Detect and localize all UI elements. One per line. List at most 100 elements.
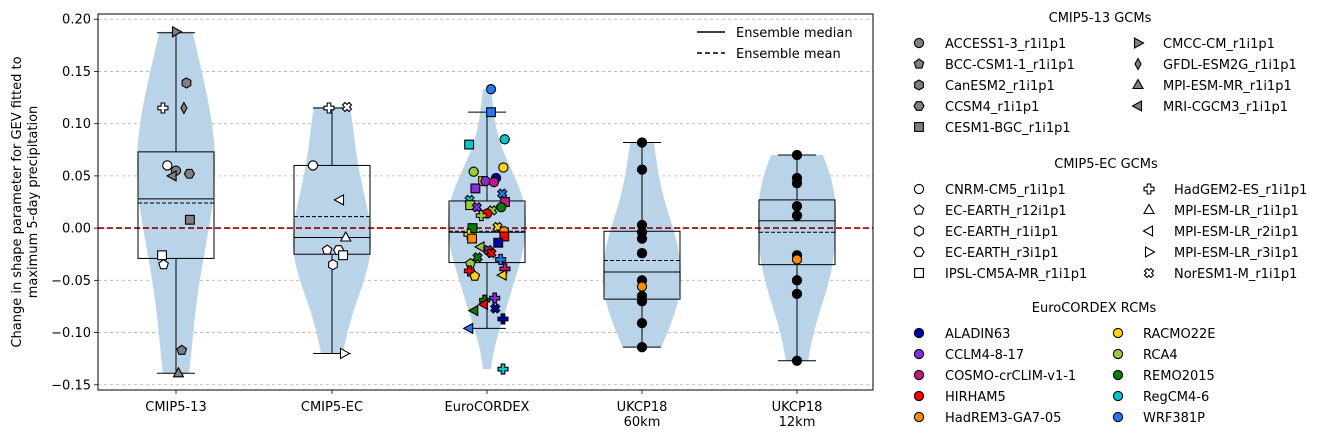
data-point — [497, 313, 509, 325]
data-point — [176, 344, 188, 355]
y-tick-label: 0.05 — [62, 169, 91, 184]
legend-marker — [913, 37, 925, 49]
legend-label: ACCESS1-3_r1i1p1 — [945, 37, 1066, 52]
data-point — [338, 250, 349, 261]
x-tick-label: UKCP18 — [772, 400, 823, 415]
data-point — [791, 288, 803, 300]
legend-label: RCA4 — [1143, 348, 1178, 363]
data-point — [791, 149, 803, 161]
data-point — [636, 248, 648, 259]
data-point — [464, 139, 475, 150]
y-tick-label: 0.15 — [62, 65, 91, 80]
y-axis-label-line-1: Change in shape parameter for GEV fitted… — [10, 56, 25, 347]
legend-label: NorESM1-M_r1i1p1 — [1174, 267, 1297, 282]
data-point — [469, 270, 481, 281]
data-point — [165, 169, 177, 182]
data-point — [636, 318, 648, 329]
legend-label: BCC-CSM1-1_r1i1p1 — [945, 58, 1075, 73]
data-point — [307, 160, 319, 171]
legend-marker — [1131, 100, 1143, 112]
data-point — [339, 230, 352, 242]
data-point — [471, 201, 483, 213]
model-points — [157, 25, 803, 378]
data-point — [468, 166, 479, 177]
legend-label: EC-EARTH_r3i1p1 — [945, 246, 1058, 261]
legend-marker — [914, 225, 924, 237]
violin — [603, 142, 681, 348]
data-point — [791, 254, 803, 265]
data-point — [180, 101, 188, 115]
legend-marker — [1143, 267, 1155, 279]
legend-label: EC-EARTH_r1i1p1 — [945, 225, 1058, 240]
data-point — [488, 177, 500, 188]
legend-marker — [913, 390, 925, 402]
legend-label: EC-EARTH_r12i1p1 — [945, 204, 1067, 219]
legend-mean-label: Ensemble mean — [736, 47, 841, 62]
data-point — [323, 102, 335, 114]
marker-legend: CMIP5-13 GCMs ACCESS1-3_r1i1p1 BCC-CSM1-1_… — [913, 11, 1307, 426]
data-point — [791, 355, 803, 366]
data-point — [467, 233, 477, 244]
legend-label: CMCC-CM_r1i1p1 — [1163, 37, 1275, 52]
x-tick-label: EuroCORDEX — [445, 400, 530, 415]
legend-marker — [1112, 411, 1124, 423]
y-tick-label: −0.10 — [51, 326, 91, 341]
legend-marker — [1143, 203, 1155, 215]
data-point — [172, 366, 185, 378]
data-point — [499, 263, 511, 275]
data-point — [472, 252, 483, 263]
legend-label: CCSM4_r1i1p1 — [945, 100, 1039, 115]
legend-marker — [1142, 225, 1154, 237]
data-point — [495, 253, 507, 265]
data-point — [636, 342, 648, 353]
data-point — [183, 168, 196, 179]
data-point — [328, 259, 338, 271]
data-point — [462, 322, 474, 335]
x-tick-label: CMIP5-13 — [145, 400, 206, 415]
legend-marker — [913, 58, 925, 69]
data-point — [636, 164, 648, 175]
x-axis: CMIP5-13 CMIP5-EC EuroCORDEX UKCP1860kmUKCP… — [145, 390, 822, 430]
y-tick-label: 0.10 — [62, 117, 91, 132]
data-point — [499, 134, 510, 145]
legend-marker — [914, 122, 924, 132]
legend-label: GFDL-ESM2G_r1i1p1 — [1163, 58, 1297, 73]
legend-marker — [1112, 369, 1124, 381]
legend-label: ALADIN63 — [945, 327, 1010, 342]
y-tick-label: −0.05 — [51, 274, 91, 289]
data-point — [636, 233, 648, 244]
legend-label: MPI-ESM-LR_r2i1p1 — [1174, 225, 1299, 240]
data-point — [489, 292, 501, 304]
legend-marker — [1112, 327, 1124, 339]
legend-median-label: Ensemble median — [736, 26, 853, 41]
data-point — [157, 250, 167, 261]
data-point — [791, 201, 803, 212]
data-point — [339, 347, 351, 360]
data-point — [333, 193, 345, 206]
legend-marker — [914, 79, 924, 91]
data-point — [636, 296, 648, 307]
legend-label: IPSL-CM5A-MR_r1i1p1 — [945, 267, 1087, 282]
legend-group-title: CMIP5-EC GCMs — [1054, 157, 1158, 172]
data-point — [171, 25, 183, 38]
legend-label: RegCM4-6 — [1143, 390, 1209, 405]
legend-label: CESM1-BGC_r1i1p1 — [945, 121, 1071, 136]
legend-label: RACMO22E — [1143, 327, 1215, 342]
data-point — [485, 84, 497, 95]
data-point — [499, 231, 510, 242]
data-point — [470, 183, 481, 194]
legend-marker — [1144, 246, 1156, 258]
data-point — [791, 210, 803, 221]
data-point — [467, 304, 479, 317]
legend-label: REMO2015 — [1143, 369, 1215, 384]
legend-marker — [1132, 78, 1144, 90]
data-point — [636, 137, 648, 148]
data-point — [157, 102, 169, 114]
data-point — [162, 160, 173, 171]
data-point — [791, 275, 803, 286]
legend-marker — [913, 327, 925, 339]
legend-marker — [914, 268, 924, 278]
legend-label: MRI-CGCM3_r1i1p1 — [1163, 100, 1288, 115]
legend-marker — [913, 411, 925, 423]
